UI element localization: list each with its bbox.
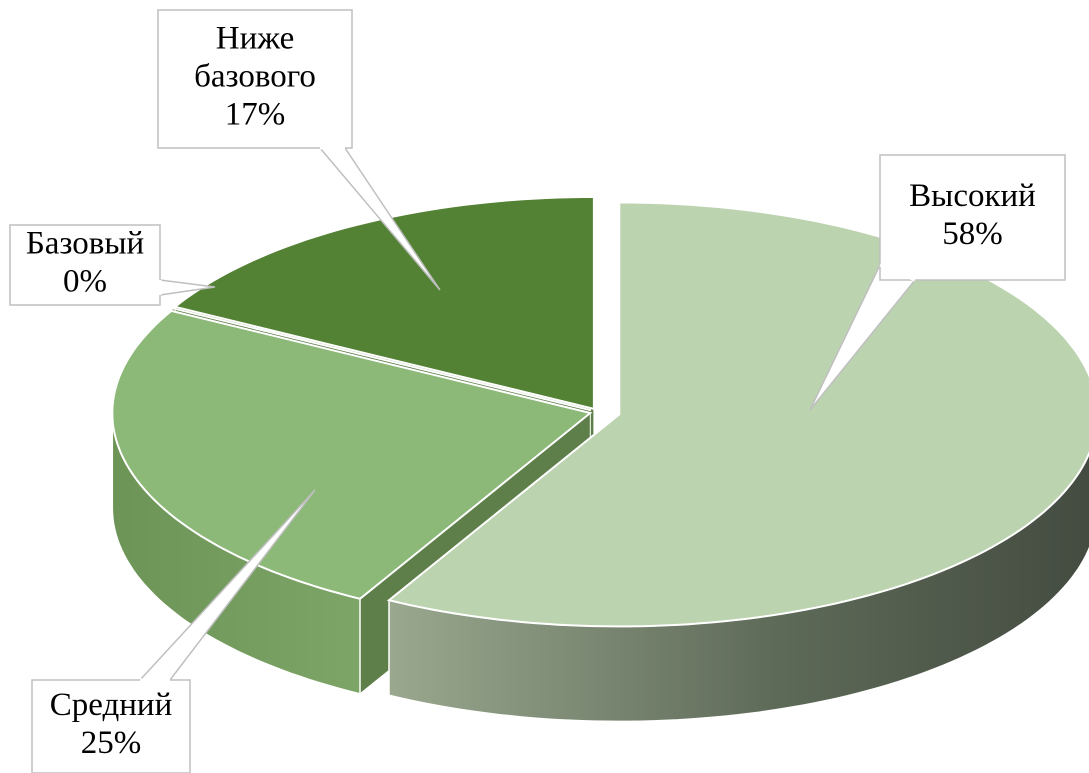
category-label: Средний (50, 687, 173, 723)
category-label: Базовый (26, 226, 144, 262)
value-label: 25% (81, 725, 142, 761)
pie (111, 195, 1089, 723)
category-label: Ниже (216, 21, 295, 57)
callout-box (9, 224, 161, 306)
slice (111, 309, 593, 600)
slice (171, 307, 592, 412)
callout-join (879, 263, 916, 282)
value-label: 17% (225, 97, 286, 133)
category-label: Высокий (909, 178, 1036, 214)
value-label: 0% (63, 264, 107, 300)
value-label: 58% (942, 216, 1003, 252)
callout-box (157, 9, 353, 149)
callout-box (879, 154, 1066, 281)
category-label: базового (194, 59, 316, 95)
slice (172, 195, 595, 411)
callout-box (31, 679, 191, 773)
